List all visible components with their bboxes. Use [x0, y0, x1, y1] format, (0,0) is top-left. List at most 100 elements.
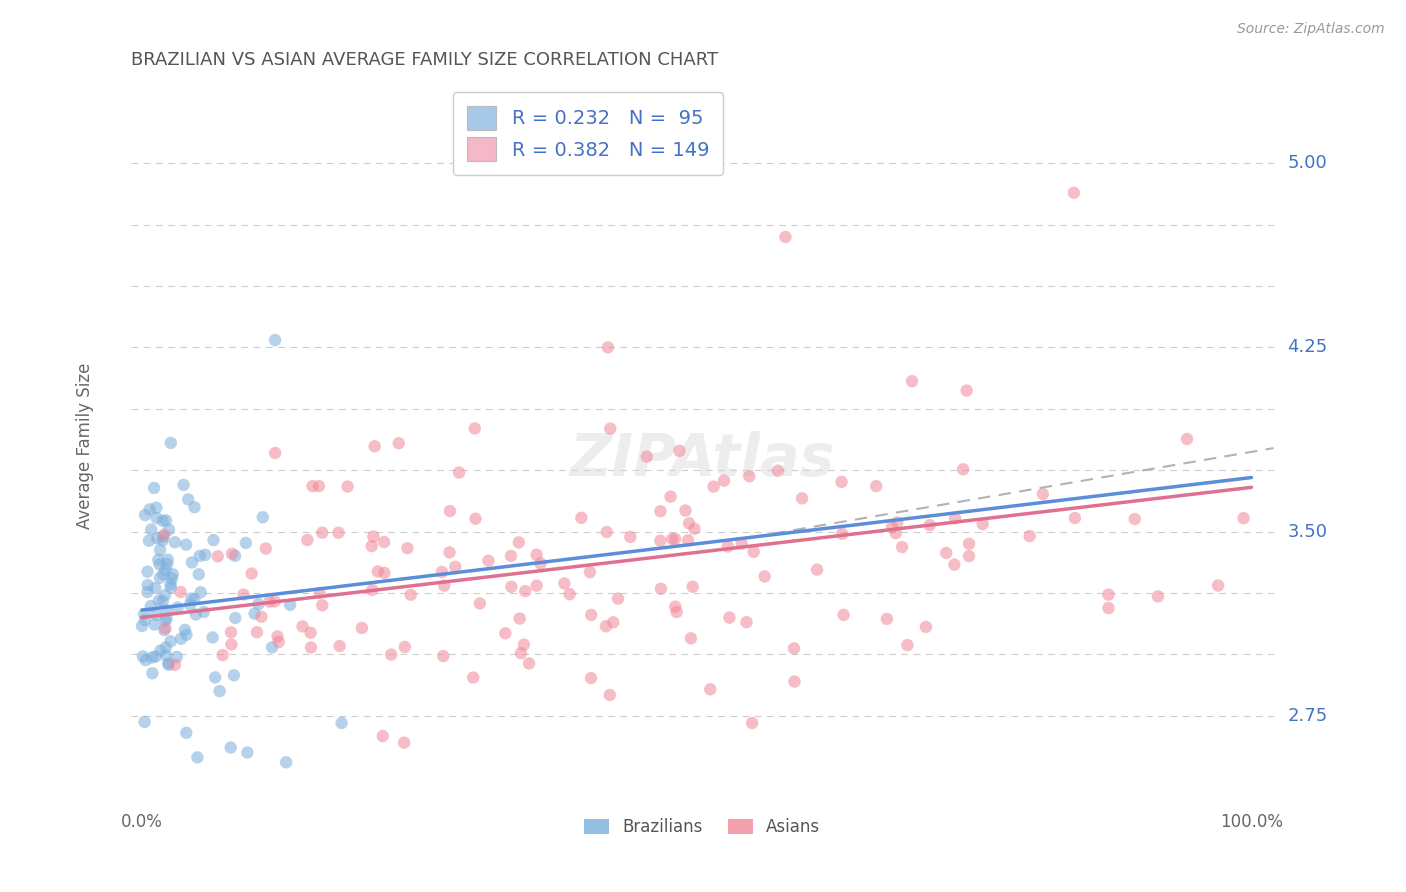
- Point: [499, 549, 522, 563]
- Point: [299, 640, 322, 655]
- Point: [145, 511, 167, 525]
- Point: [599, 422, 621, 436]
- Point: [162, 567, 184, 582]
- Point: [896, 638, 918, 652]
- Point: [297, 533, 319, 547]
- Point: [148, 553, 170, 567]
- Point: [187, 567, 209, 582]
- Point: [204, 670, 226, 684]
- Point: [221, 547, 243, 561]
- Point: [943, 558, 966, 572]
- Point: [517, 657, 540, 671]
- Point: [157, 523, 180, 537]
- Point: [1032, 487, 1054, 501]
- Point: [683, 522, 706, 536]
- Point: [232, 588, 254, 602]
- Point: [679, 632, 702, 646]
- Point: [208, 684, 231, 698]
- Point: [665, 605, 688, 619]
- Point: [143, 581, 166, 595]
- Point: [183, 592, 205, 607]
- Point: [569, 511, 592, 525]
- Point: [136, 585, 159, 599]
- Point: [636, 450, 658, 464]
- Point: [371, 729, 394, 743]
- Text: 2.75: 2.75: [1288, 706, 1327, 724]
- Point: [388, 436, 411, 450]
- Point: [363, 530, 385, 544]
- Point: [880, 520, 903, 534]
- Point: [143, 617, 166, 632]
- Point: [141, 650, 163, 665]
- Point: [308, 586, 330, 600]
- Point: [501, 580, 523, 594]
- Point: [891, 540, 914, 554]
- Point: [494, 626, 516, 640]
- Point: [886, 515, 908, 529]
- Point: [464, 512, 486, 526]
- Point: [308, 479, 330, 493]
- Point: [152, 567, 174, 582]
- Point: [236, 746, 259, 760]
- Point: [149, 643, 172, 657]
- Point: [149, 558, 172, 572]
- Point: [329, 639, 352, 653]
- Point: [174, 538, 197, 552]
- Point: [177, 492, 200, 507]
- Point: [1232, 511, 1254, 525]
- Point: [876, 612, 898, 626]
- Point: [1097, 588, 1119, 602]
- Text: BRAZILIAN VS ASIAN AVERAGE FAMILY SIZE CORRELATION CHART: BRAZILIAN VS ASIAN AVERAGE FAMILY SIZE C…: [131, 51, 718, 69]
- Point: [136, 565, 159, 579]
- Point: [399, 588, 422, 602]
- Point: [957, 549, 980, 563]
- Point: [754, 569, 776, 583]
- Point: [607, 591, 630, 606]
- Point: [194, 548, 217, 562]
- Point: [159, 581, 181, 595]
- Point: [153, 588, 176, 602]
- Point: [595, 619, 617, 633]
- Point: [433, 579, 456, 593]
- Point: [173, 623, 195, 637]
- Point: [160, 571, 183, 585]
- Point: [155, 614, 177, 628]
- Point: [394, 640, 416, 654]
- Point: [579, 565, 602, 579]
- Point: [155, 513, 177, 527]
- Point: [957, 537, 980, 551]
- Point: [783, 641, 806, 656]
- Point: [157, 657, 180, 671]
- Point: [350, 621, 373, 635]
- Point: [449, 466, 471, 480]
- Point: [703, 480, 725, 494]
- Point: [264, 446, 287, 460]
- Point: [579, 671, 602, 685]
- Point: [363, 439, 385, 453]
- Point: [264, 333, 287, 347]
- Point: [155, 640, 177, 655]
- Point: [713, 474, 735, 488]
- Point: [831, 527, 853, 541]
- Point: [155, 612, 177, 626]
- Point: [311, 525, 333, 540]
- Point: [468, 597, 491, 611]
- Point: [1147, 590, 1170, 604]
- Point: [152, 533, 174, 548]
- Point: [526, 548, 548, 562]
- Point: [152, 530, 174, 544]
- Point: [367, 565, 389, 579]
- Point: [596, 524, 619, 539]
- Point: [311, 599, 333, 613]
- Point: [396, 541, 419, 556]
- Point: [526, 579, 548, 593]
- Point: [943, 511, 966, 525]
- Legend: Brazilians, Asians: Brazilians, Asians: [578, 812, 827, 843]
- Point: [186, 750, 208, 764]
- Point: [134, 613, 156, 627]
- Point: [219, 740, 242, 755]
- Point: [558, 587, 581, 601]
- Point: [717, 540, 740, 554]
- Point: [180, 556, 202, 570]
- Point: [156, 552, 179, 566]
